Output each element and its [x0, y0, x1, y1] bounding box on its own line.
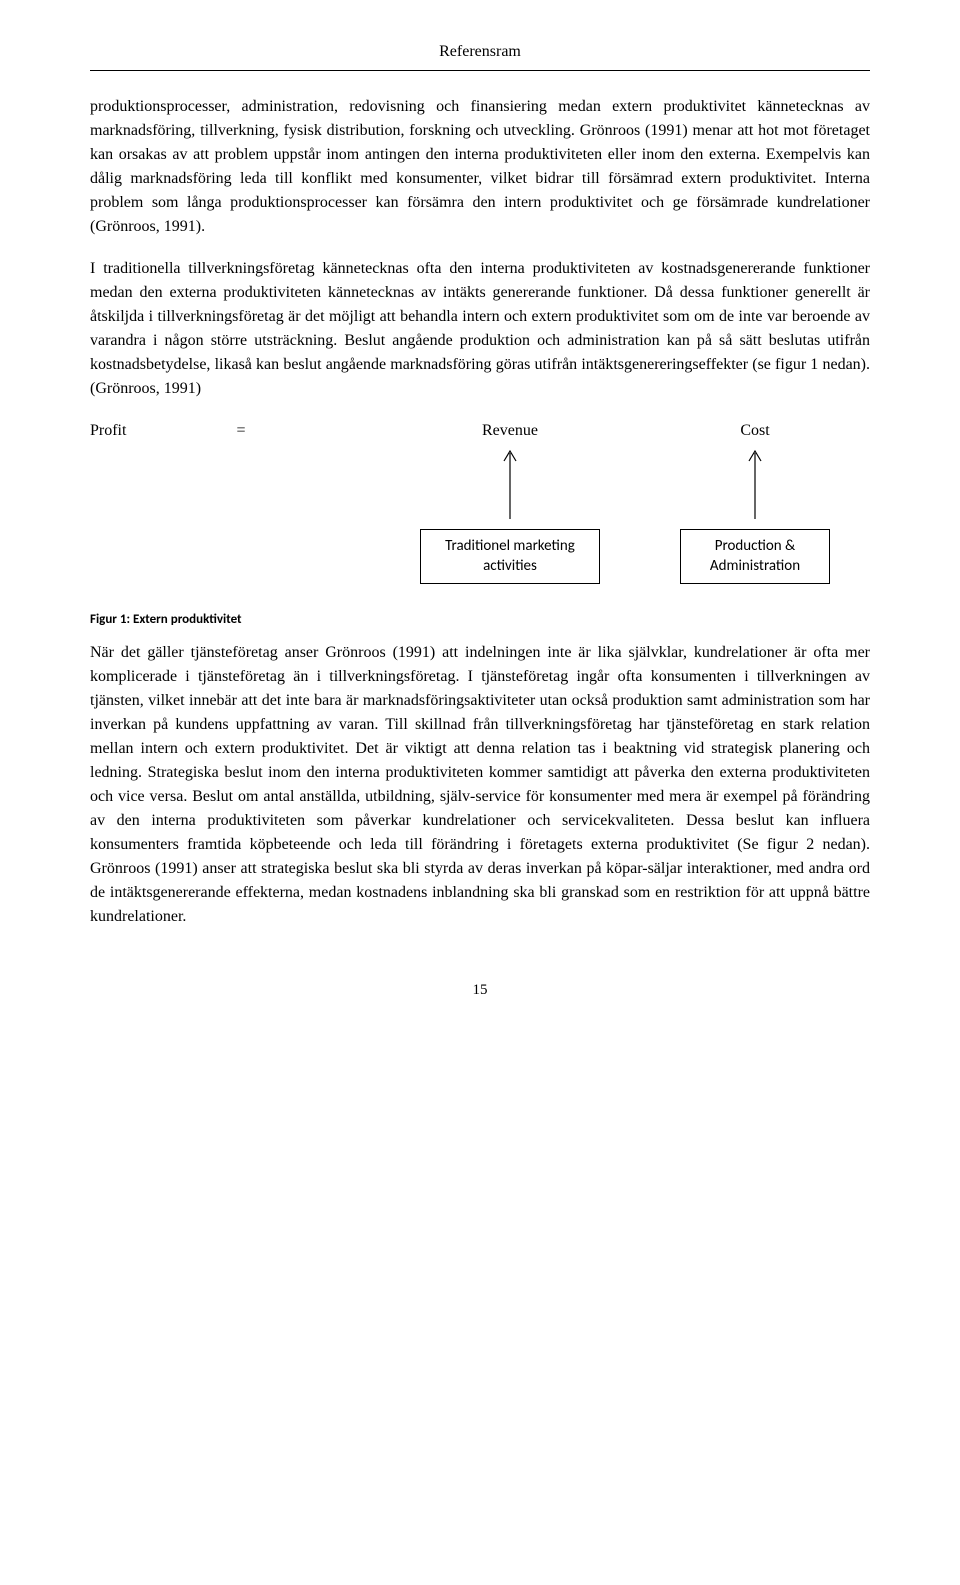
cost-box-line2: Administration [710, 557, 800, 575]
header-rule [90, 70, 870, 71]
paragraph-1: produktionsprocesser, administration, re… [90, 95, 870, 239]
revenue-box-line1: Traditionel marketing [445, 537, 575, 555]
figure-caption: Figur 1: Extern produktivitet [90, 610, 870, 630]
cost-box-line1: Production & [715, 537, 796, 555]
arrow-up-icon [500, 449, 520, 519]
page-number: 15 [90, 979, 870, 1002]
cost-column: Cost Production & Administration [680, 419, 830, 584]
cost-box: Production & Administration [680, 529, 830, 584]
equation-revenue-label: Revenue [482, 419, 538, 443]
paragraph-3: När det gäller tjänsteföretag anser Grön… [90, 641, 870, 929]
page-header-title: Referensram [90, 40, 870, 64]
revenue-column: Revenue Traditionel marketing activities [420, 419, 600, 584]
paragraph-2: I traditionella tillverkningsföretag kän… [90, 257, 870, 401]
revenue-box: Traditionel marketing activities [420, 529, 600, 584]
equation-cost-label: Cost [740, 419, 769, 443]
arrow-up-icon [745, 449, 765, 519]
profit-equation-diagram: Profit = Revenue Traditionel marketing a… [90, 419, 870, 584]
equation-equals-label: = [236, 419, 245, 443]
revenue-box-line2: activities [483, 557, 537, 575]
equation-profit-label: Profit [90, 419, 126, 443]
